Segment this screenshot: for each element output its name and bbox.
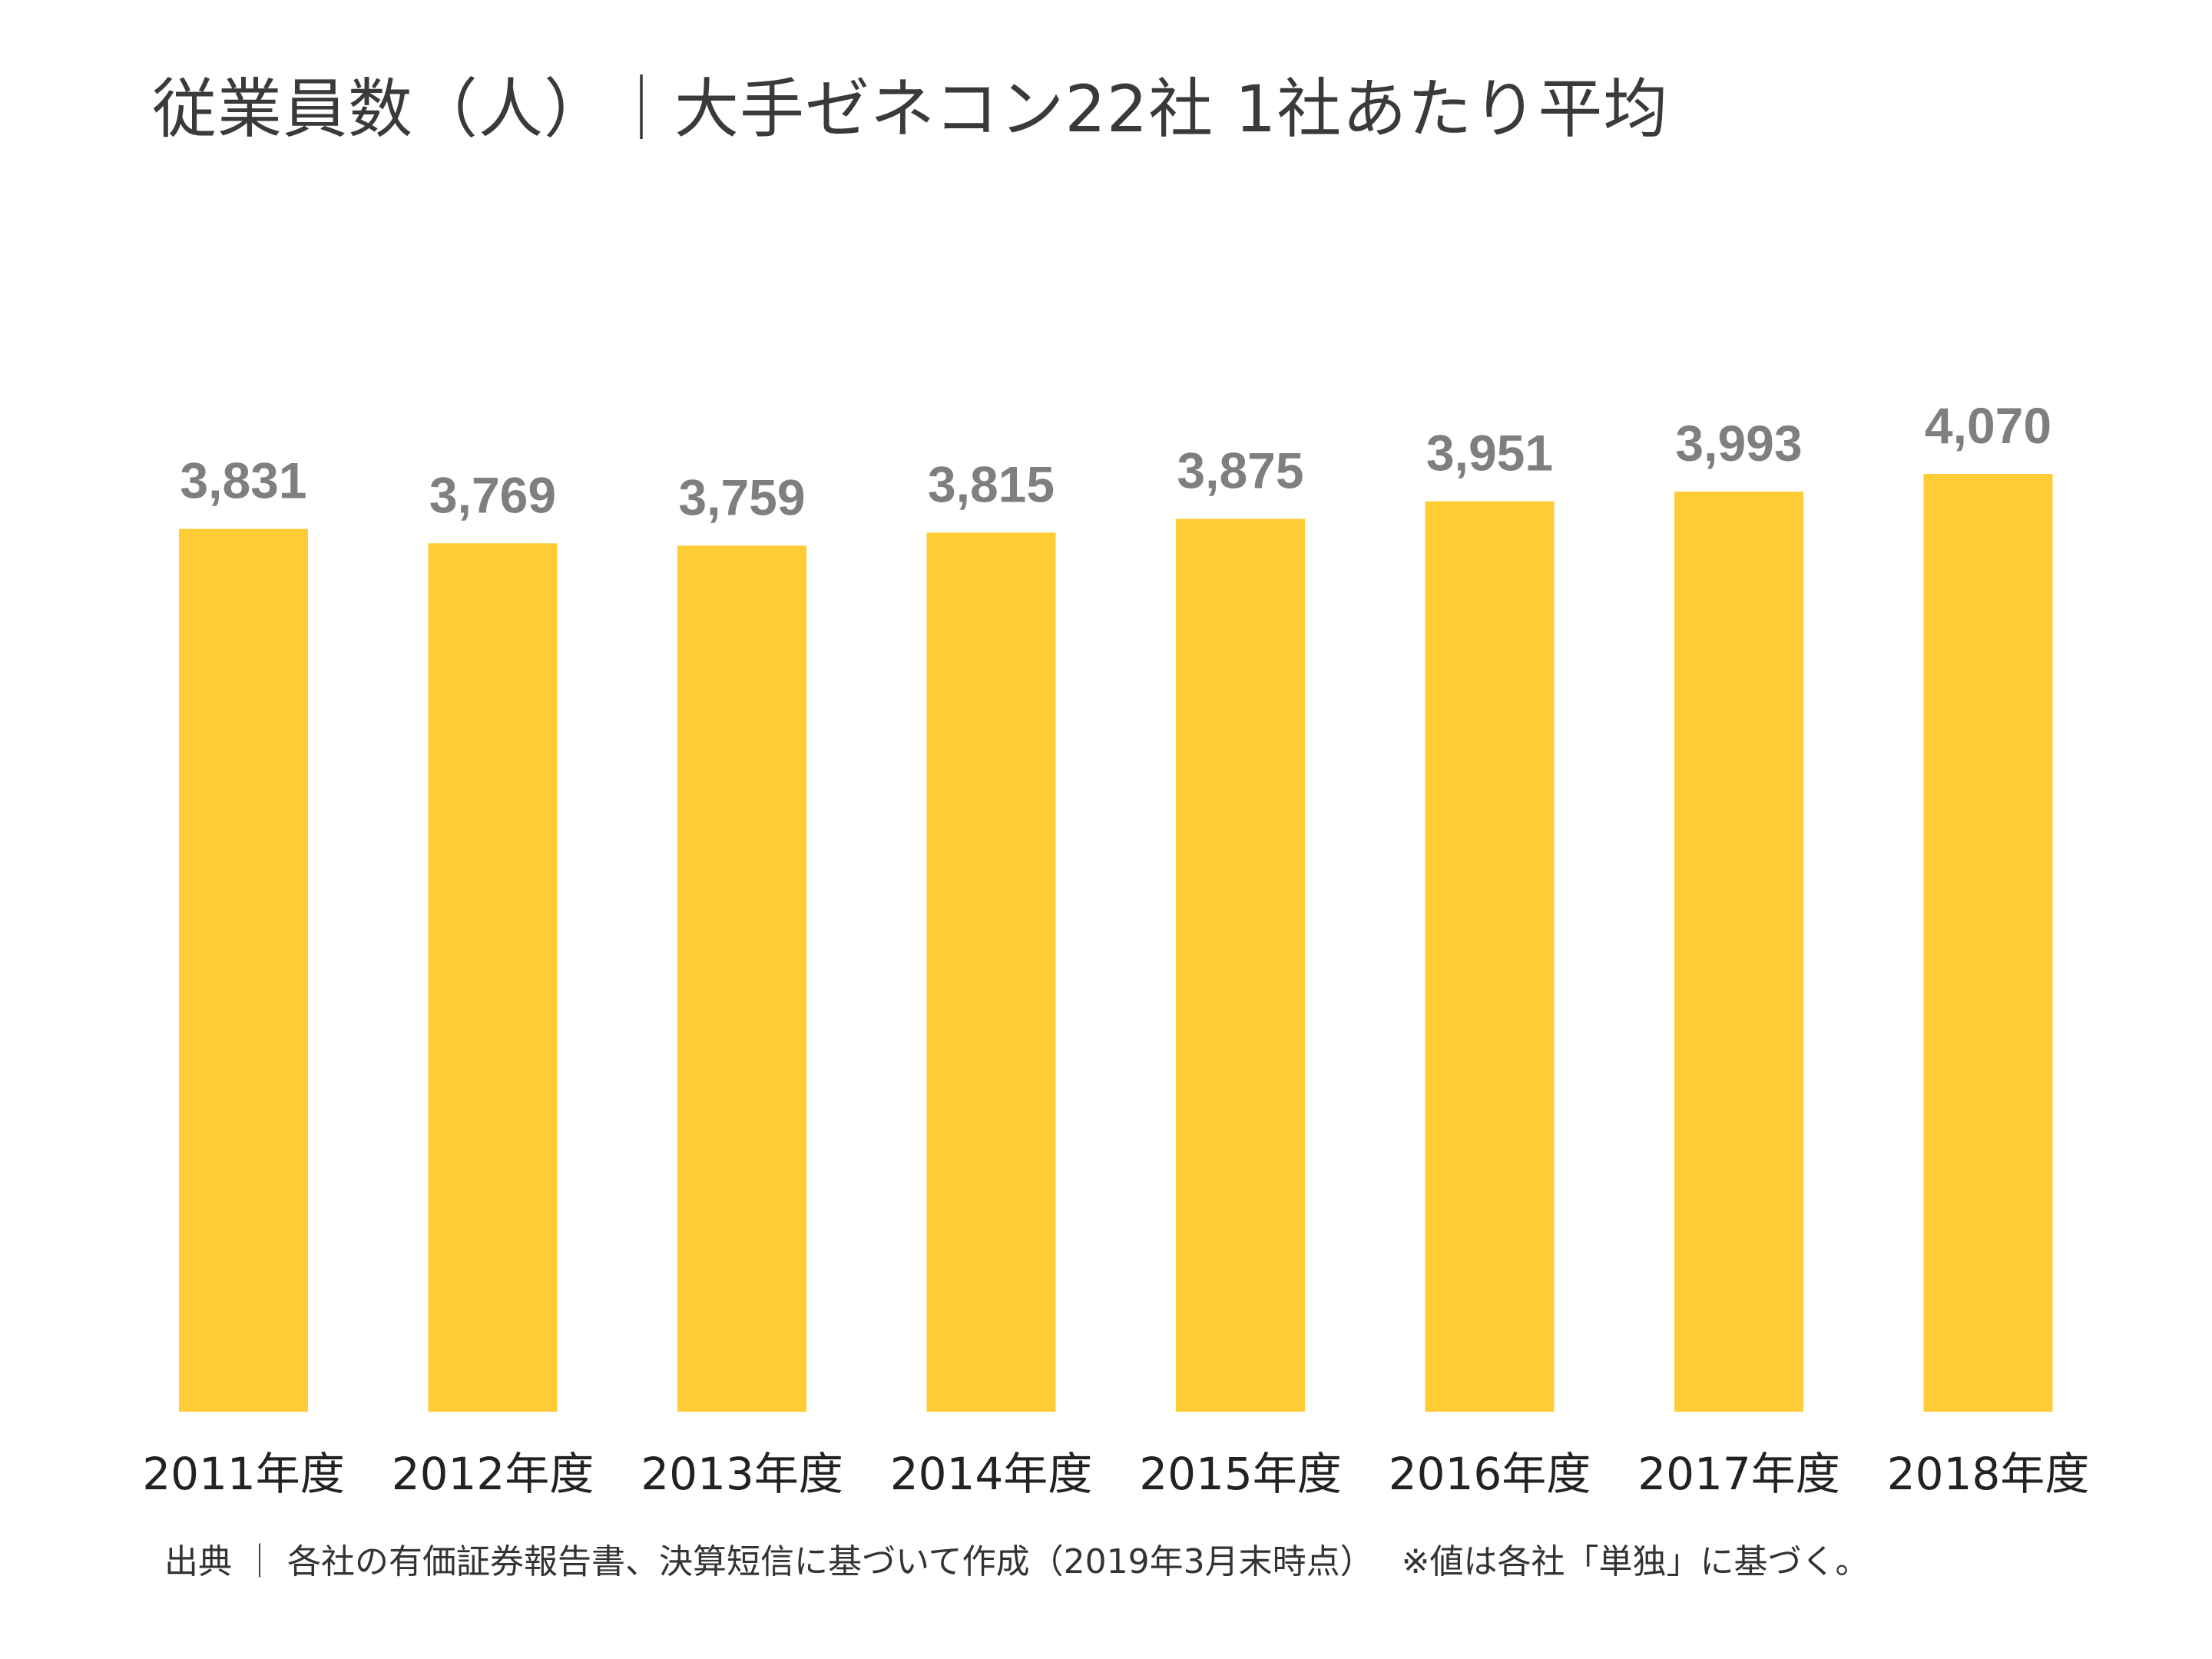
bar-value-label: 3,831 [180, 452, 306, 509]
bar-value-label: 3,993 [1675, 415, 1802, 472]
x-tick-label: 2017年度 [1637, 1448, 1840, 1500]
bar-2015年度 [1176, 518, 1305, 1412]
chart-title: 従業員数（人）｜大手ゼネコン22社 1社あたり平均 [152, 71, 1669, 147]
bar-value-label: 3,759 [678, 469, 805, 525]
bars-layer [179, 474, 2053, 1412]
bar-value-label: 3,815 [928, 456, 1055, 513]
bar-value-label: 4,070 [1925, 397, 2051, 454]
bar-2014年度 [926, 532, 1056, 1412]
x-tick-label: 2014年度 [890, 1448, 1093, 1500]
x-tick-label: 2018年度 [1887, 1448, 2090, 1500]
bar-2011年度 [179, 528, 308, 1412]
x-tick-label: 2011年度 [142, 1448, 345, 1500]
x-tick-label: 2015年度 [1139, 1448, 1342, 1500]
source-note: 出典 ｜ 各社の有価証券報告書、決算短信に基づいて作成（2019年3月末時点） … [164, 1542, 1869, 1581]
bar-value-label: 3,875 [1177, 442, 1303, 499]
x-tick-label: 2012年度 [392, 1448, 594, 1500]
bar-2017年度 [1674, 492, 1803, 1412]
value-labels-layer: 3,831 3,769 3,759 3,815 3,875 3,951 3,993 4,070 [180, 397, 2051, 525]
bar-2018年度 [1923, 474, 2053, 1412]
bar-2012年度 [428, 543, 558, 1412]
bar-2013年度 [677, 545, 806, 1412]
x-axis-tick-labels: 2011年度 2012年度 2013年度 2014年度 2015年度 2016年度 2017… [142, 1448, 2089, 1500]
bar-2016年度 [1425, 501, 1555, 1412]
x-tick-label: 2013年度 [641, 1448, 843, 1500]
bar-value-label: 3,769 [429, 466, 556, 523]
bar-value-label: 3,951 [1426, 425, 1553, 482]
x-tick-label: 2016年度 [1389, 1448, 1591, 1500]
